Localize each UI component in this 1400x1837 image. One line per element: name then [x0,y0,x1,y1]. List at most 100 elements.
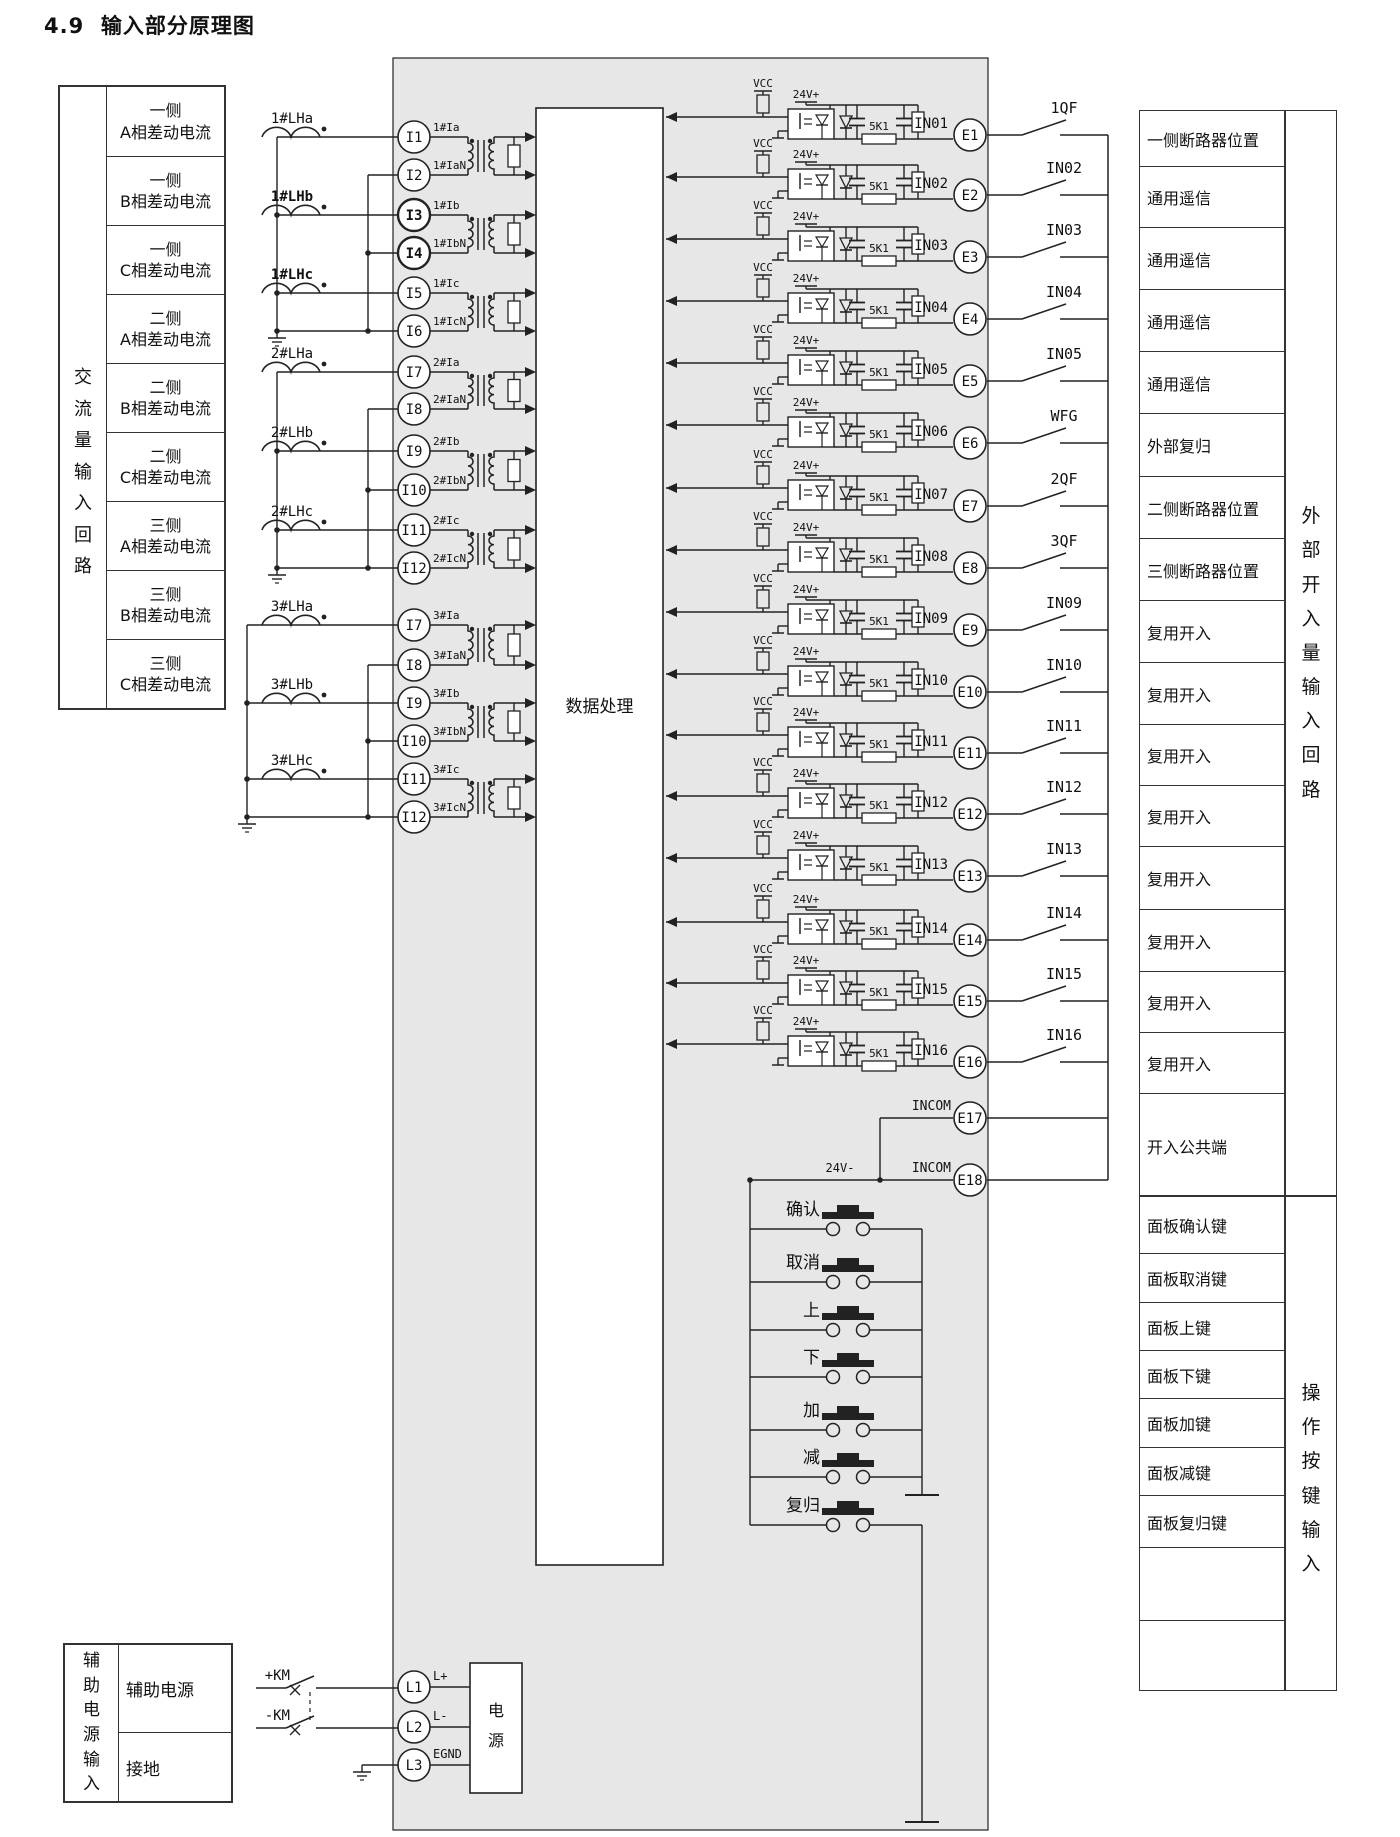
opto-input-row-E1: VCC 24V+ 5K1 IN01 [666,77,953,145]
table: 辅 助 电 源 输 入 辅助电源 接地 [63,1643,233,1803]
right-table-row: 复用开入 [1140,1032,1284,1093]
left-table-row: 三侧 A相差动电流 [107,501,224,570]
power-terminal-tag: L+ [433,1669,447,1683]
input-terminal-E12 [953,797,987,831]
input-terminal-E15 [953,984,987,1018]
power-terminal-L3-label: L3 [406,1758,423,1774]
switch-label: 2QF [1050,470,1077,488]
power-terminal-tag: L- [433,1709,447,1723]
ct-terminal-tag: 1#IbN [433,237,466,250]
ct-terminal-tag: 3#Ic [433,763,460,776]
optocoupler-icon [772,165,835,200]
v24-label: 24V+ [793,1015,820,1028]
left-table-row: 二侧 C相差动电流 [107,432,224,501]
contact-switch-E16 [987,1046,1108,1063]
optocoupler-icon [772,600,835,635]
right-table-row: 通用遥信 [1140,166,1284,227]
key-desc: 面板下键 [1147,1366,1212,1386]
in-label: IN10 [914,673,948,689]
input-desc: 开入公共端 [1147,1137,1228,1157]
right-table-row: 开入公共端 [1140,1093,1284,1197]
vcc-label: VCC [753,323,773,336]
ct-terminal-I1-g1-label: I1 [406,130,423,146]
contact-switch-E3 [987,241,1108,258]
opto-input-row-E6: VCC 24V+ 5K1 IN06 [666,385,953,453]
ct-terminal-tag: 1#Ib [433,199,460,212]
row-line2: C相差动电流 [119,261,212,280]
switch-label: IN02 [1046,159,1082,177]
right-table-row: 复用开入 [1140,724,1284,785]
vcc-label: VCC [753,137,773,150]
transformer-icon [430,132,536,180]
input-terminal-E17-label: E17 [957,1111,982,1127]
ct-coil-label: 3#LHa [271,599,313,615]
contact-switch-E11 [987,737,1108,754]
ct-terminal-tag: 3#IbN [433,725,466,738]
table: 外 部 开 入 量 输 入 回 路 [1285,110,1337,1196]
contact-switch-E6 [987,427,1108,444]
lower-side-label: 操 作 按 键 输 入 [1301,1381,1321,1575]
row-line1: 一侧 [149,101,182,121]
right-table-row: 复用开入 [1140,909,1284,971]
right-table-row [1140,1620,1284,1692]
table: 交 流 量 输 入 回 路 一侧 A相差动电流 一侧 B相差动电流 一侧 C相差… [58,85,226,710]
contact-switch-E14 [987,924,1108,941]
button-label: 复归 [786,1496,820,1516]
vcc-label: VCC [753,943,773,956]
row-line2: B相差动电流 [120,192,211,211]
switch-label: IN16 [1046,1026,1082,1044]
aux-side-label: 辅 助 电 源 输 入 [83,1651,100,1795]
optocoupler-icon [772,971,835,1006]
right-table-row: 面板复归键 [1140,1495,1284,1547]
power-ground-icon [353,1765,371,1781]
input-terminal-E4 [953,302,987,336]
row-line2: B相差动电流 [120,399,211,418]
vcc-label: VCC [753,634,773,647]
ct-coil-label: 2#LHb [271,425,313,441]
v24-label: 24V+ [793,954,820,967]
right-table-row: 复用开入 [1140,662,1284,724]
in-label: IN11 [914,734,948,750]
opto-input-row-E5: VCC 24V+ 5K1 IN05 [666,323,953,391]
vcc-label: VCC [753,77,773,90]
contact-switch-E2 [987,179,1108,196]
input-terminal-E17 [953,1101,987,1135]
ct-terminal-tag: 3#IcN [433,801,466,814]
input-terminal-E2-label: E2 [962,188,979,204]
vcc-label: VCC [753,1004,773,1017]
page-title: 4.9 输入部分原理图 [44,14,255,38]
opto-input-row-E16: VCC 24V+ 5K1 IN16 [666,1004,953,1072]
ct-terminal-tag: 2#IcN [433,552,466,565]
ground-icon [238,817,256,833]
optocoupler-icon [772,662,835,697]
push-button-7: 复归 [750,1496,922,1533]
input-terminal-E14-label: E14 [957,933,982,949]
ct-terminal-tag: 1#IcN [433,315,466,328]
ct-terminal-I11-g3-label: I11 [401,772,426,788]
ct-coil-icon [261,440,321,454]
ct-terminal-tag: 1#IaN [433,159,466,172]
input-terminal-E15-label: E15 [957,994,982,1010]
table: 面板确认键 面板取消键 面板上键 面板下键 面板加键 面板减键 面板复归键 [1139,1196,1285,1691]
ct-terminal-I2-g1-label: I2 [406,168,423,184]
input-terminal-E2 [953,178,987,212]
input-terminal-E4-label: E4 [962,312,979,328]
input-desc: 复用开入 [1147,808,1212,827]
ct-terminal-I4-g1-label: I4 [406,246,423,262]
v24-label: 24V+ [793,459,820,472]
input-terminal-E9 [953,613,987,647]
input-terminal-E18 [953,1163,987,1197]
table: 操 作 按 键 输 入 [1285,1196,1337,1691]
input-terminal-E9-label: E9 [962,623,979,639]
ct-terminal-I6-g1-label: I6 [406,324,423,340]
key-desc: 面板复归键 [1147,1513,1228,1533]
key-desc: 面板减键 [1147,1463,1212,1483]
contact-switch-E10 [987,676,1108,693]
row-line1: 一侧 [149,170,182,190]
input-desc: 通用遥信 [1147,250,1212,270]
row-line1: 二侧 [149,446,182,466]
resistor-label: 5K1 [869,180,889,193]
left-table-row: 三侧 C相差动电流 [107,639,224,708]
input-terminal-E6 [953,426,987,460]
opto-input-row-E14: VCC 24V+ 5K1 IN14 [666,882,953,950]
